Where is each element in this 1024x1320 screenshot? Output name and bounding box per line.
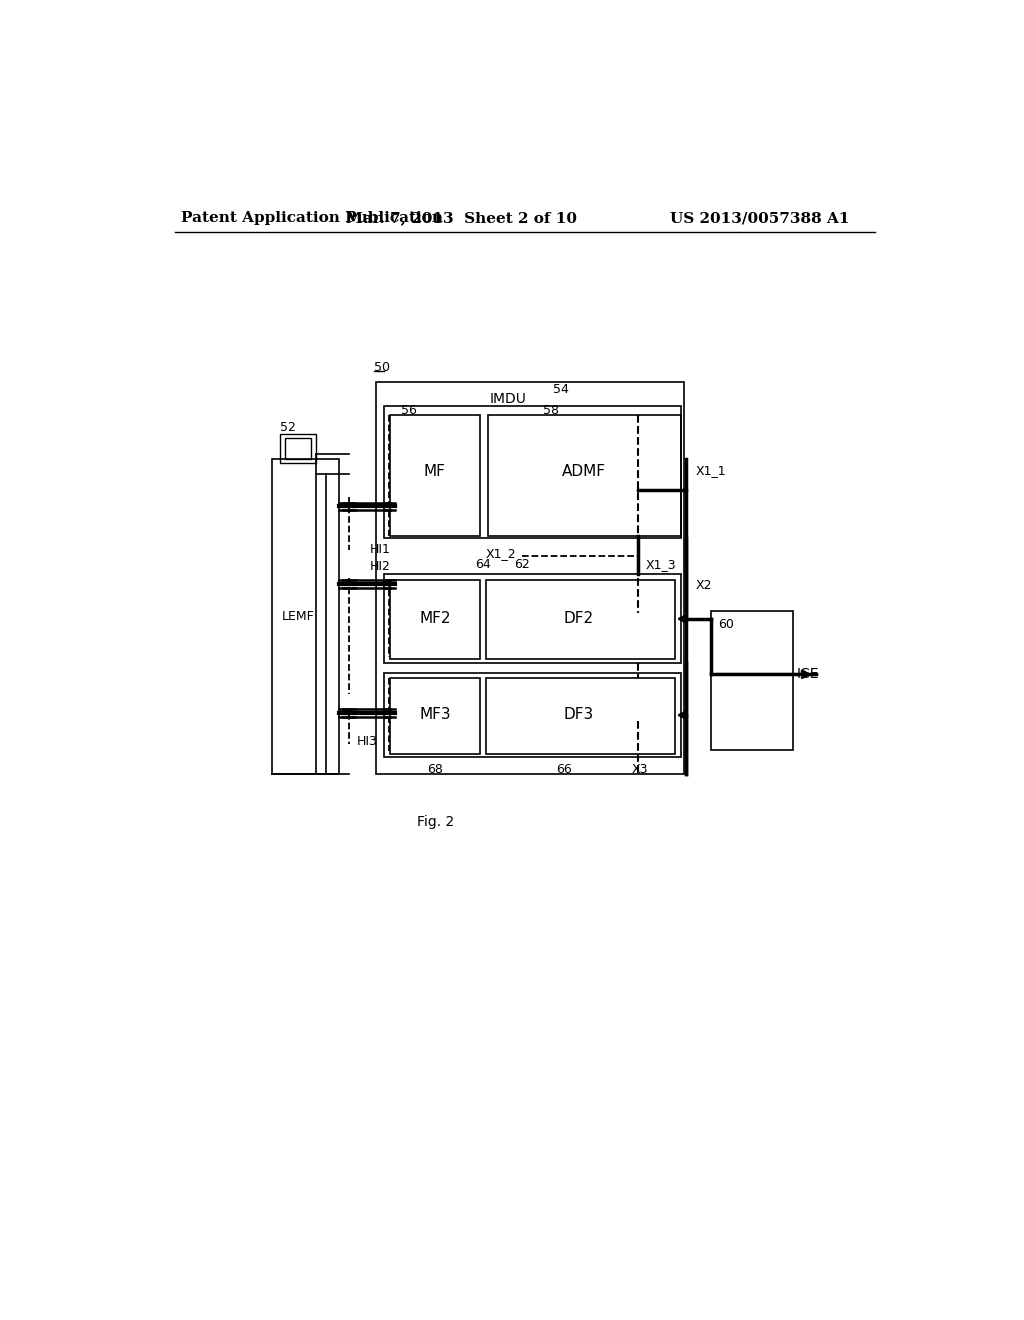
Bar (272, 459, 339, 775)
Text: 54: 54 (553, 383, 568, 396)
Text: MF2: MF2 (419, 611, 451, 626)
Text: 52: 52 (280, 421, 296, 434)
Text: IMDU: IMDU (489, 392, 526, 407)
Text: X1_2: X1_2 (486, 546, 517, 560)
Text: DF3: DF3 (564, 706, 594, 722)
Text: X2: X2 (696, 579, 713, 593)
Text: MF: MF (424, 465, 445, 479)
Text: 60: 60 (719, 618, 734, 631)
Text: X1_1: X1_1 (696, 463, 727, 477)
Text: 68: 68 (427, 763, 442, 776)
Text: 50: 50 (375, 360, 390, 374)
Text: Patent Application Publication: Patent Application Publication (180, 211, 442, 226)
Text: MF3: MF3 (419, 706, 451, 722)
Text: LEMF: LEMF (283, 610, 314, 623)
Text: Fig. 2: Fig. 2 (417, 816, 455, 829)
Text: Mar. 7, 2013  Sheet 2 of 10: Mar. 7, 2013 Sheet 2 of 10 (346, 211, 577, 226)
Text: DF2: DF2 (564, 611, 594, 626)
Text: 62: 62 (514, 557, 529, 570)
Bar (487, 414, 681, 536)
Bar (486, 579, 675, 659)
Bar (384, 574, 681, 663)
Text: 56: 56 (400, 404, 417, 417)
Bar (285, 438, 311, 459)
Text: HI1: HI1 (370, 543, 391, 556)
Text: 64: 64 (475, 557, 490, 570)
Text: X3: X3 (631, 763, 648, 776)
Bar (486, 678, 675, 754)
Text: ICE: ICE (797, 668, 819, 681)
Bar (280, 434, 315, 463)
Bar (384, 673, 681, 758)
Text: X1_3: X1_3 (646, 557, 676, 570)
Text: US 2013/0057388 A1: US 2013/0057388 A1 (671, 211, 850, 226)
Bar (384, 407, 681, 539)
Text: HI3: HI3 (356, 735, 378, 748)
Bar (376, 381, 684, 775)
Bar (711, 611, 793, 750)
Text: 58: 58 (544, 404, 559, 417)
Bar (390, 678, 480, 754)
Text: ADMF: ADMF (562, 465, 606, 479)
Bar (390, 579, 480, 659)
Text: HI2: HI2 (370, 560, 391, 573)
Bar (390, 414, 480, 536)
Text: 66: 66 (556, 763, 571, 776)
